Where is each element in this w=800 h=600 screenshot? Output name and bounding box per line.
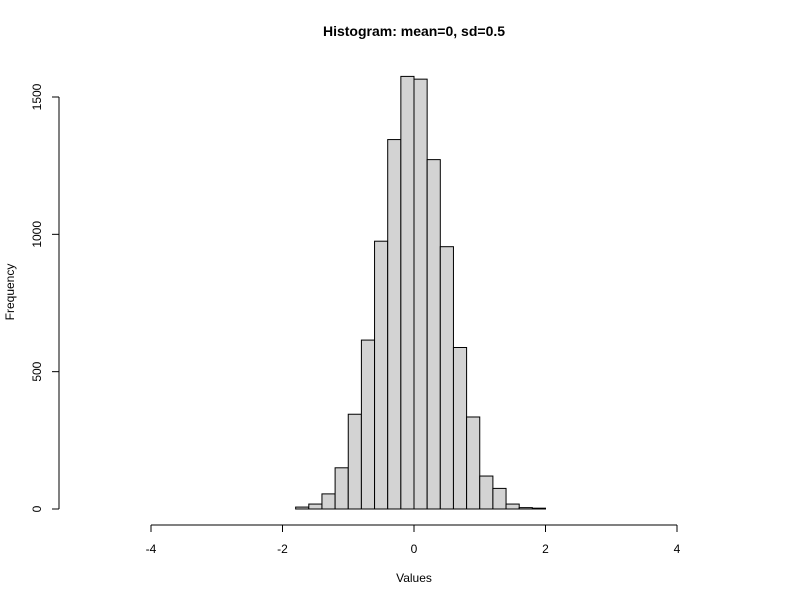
x-axis-label: Values	[396, 571, 432, 585]
histogram-bar	[347, 413, 362, 510]
histogram-bar	[400, 75, 415, 510]
x-tick-label: 2	[542, 542, 549, 556]
x-tick-label: 0	[411, 542, 418, 556]
bars-group	[295, 75, 546, 510]
histogram-bar	[452, 346, 468, 510]
histogram-bar	[308, 503, 323, 510]
histogram-bar	[492, 487, 507, 510]
histogram-bar	[295, 506, 310, 510]
histogram-bar	[518, 507, 533, 510]
histogram-bar	[426, 159, 441, 510]
histogram-bar	[360, 339, 376, 510]
histogram-bar	[374, 240, 389, 510]
histogram-bar	[321, 493, 336, 510]
y-tick-label: 1500	[30, 83, 44, 110]
y-tick-label: 0	[30, 505, 44, 512]
y-axis-label: Frequency	[3, 264, 17, 321]
histogram-bar	[439, 246, 454, 510]
histogram-bar	[387, 139, 402, 510]
chart-title: Histogram: mean=0, sd=0.5	[323, 23, 505, 39]
y-tick-label: 500	[30, 361, 44, 381]
y-tick-label: 1000	[30, 221, 44, 248]
x-tick-label: -2	[277, 542, 288, 556]
y-axis: 0 500 1000 1500	[30, 83, 60, 512]
histogram-bar	[413, 78, 428, 510]
histogram-bar	[466, 416, 481, 510]
histogram-bar	[479, 475, 494, 510]
histogram-bar	[334, 467, 349, 510]
histogram-bar	[531, 507, 546, 510]
x-axis: -4 -2 0 2 4	[146, 524, 681, 556]
x-tick-label: 4	[674, 542, 681, 556]
histogram-bar	[505, 503, 520, 510]
x-tick-label: -4	[146, 542, 157, 556]
